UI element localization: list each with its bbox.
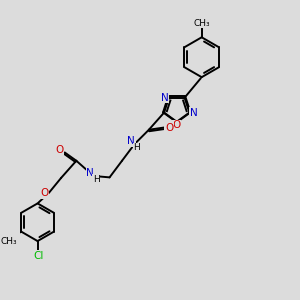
Text: O: O xyxy=(56,145,64,155)
Text: N: N xyxy=(161,93,169,103)
Text: O: O xyxy=(40,188,49,198)
Text: CH₃: CH₃ xyxy=(0,237,17,246)
Text: H: H xyxy=(93,175,100,184)
Text: H: H xyxy=(133,143,140,152)
Text: N: N xyxy=(127,136,135,146)
Text: N: N xyxy=(86,168,94,178)
Text: O: O xyxy=(165,122,173,133)
Text: Cl: Cl xyxy=(33,251,43,261)
Text: CH₃: CH₃ xyxy=(194,19,210,28)
Text: N: N xyxy=(190,108,197,118)
Text: O: O xyxy=(172,120,181,130)
